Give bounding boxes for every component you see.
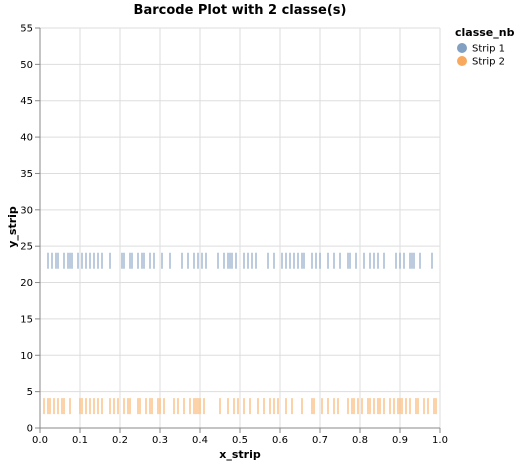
y-tick-label: 5 xyxy=(27,387,33,398)
x-tick-label: 0.9 xyxy=(392,435,408,446)
x-tick-label: 0.3 xyxy=(152,435,168,446)
y-tick-label: 25 xyxy=(20,242,33,253)
y-axis-title: y_strip xyxy=(6,206,19,248)
x-tick-label: 0.2 xyxy=(112,435,128,446)
y-tick-label: 50 xyxy=(20,60,33,71)
legend-symbol xyxy=(457,43,467,53)
x-axis-title: x_strip xyxy=(219,448,261,461)
axes: 0.0 0.1 0.2 0.3 0.4 0.5 0.6 0.7 0.8 0.9 1.0 0 5 10 15 2… xyxy=(20,24,448,447)
grid xyxy=(39,27,441,429)
x-tick-label: 0.0 xyxy=(32,435,48,446)
x-tick-label: 0.6 xyxy=(272,435,288,446)
y-tick-label: 30 xyxy=(20,205,33,216)
y-tick-label: 10 xyxy=(20,351,33,362)
legend-label: Strip 1 xyxy=(472,44,505,55)
x-tick-label: 0.5 xyxy=(232,435,248,446)
x-tick-label: 0.7 xyxy=(312,435,328,446)
legend-title: classe_nb xyxy=(455,26,515,39)
y-tick-label: 20 xyxy=(20,278,33,289)
chart-title: Barcode Plot with 2 classe(s) xyxy=(134,3,347,18)
x-tick-label: 1.0 xyxy=(432,435,448,446)
legend: classe_nb Strip 1 Strip 2 xyxy=(455,26,515,68)
y-tick-label: 40 xyxy=(20,133,33,144)
y-tick-label: 35 xyxy=(20,169,33,180)
y-tick-label: 15 xyxy=(20,314,33,325)
x-tick-label: 0.4 xyxy=(192,435,208,446)
y-tick-label: 55 xyxy=(20,24,33,35)
y-tick-label: 45 xyxy=(20,96,33,107)
legend-symbol xyxy=(457,56,467,66)
legend-label: Strip 2 xyxy=(472,57,505,68)
x-tick-label: 0.8 xyxy=(352,435,368,446)
y-tick-label: 0 xyxy=(27,424,33,435)
x-tick-label: 0.1 xyxy=(72,435,88,446)
plot-marks xyxy=(39,252,437,415)
